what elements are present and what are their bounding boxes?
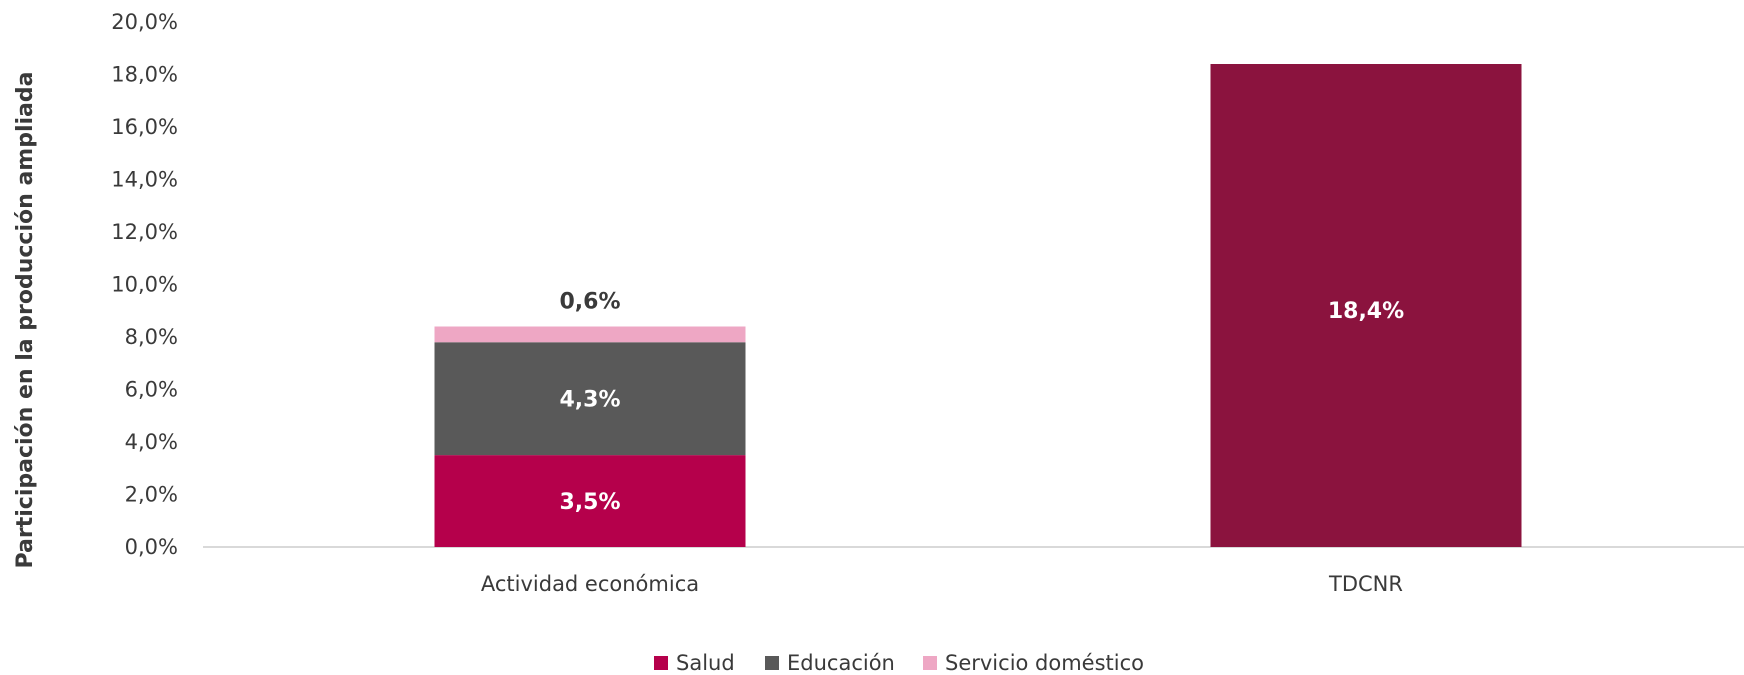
data-label: 0,6%: [559, 290, 620, 315]
y-tick-label: 20,0%: [111, 10, 178, 34]
y-tick-label: 0,0%: [125, 535, 178, 559]
legend: Salud Educación Servicio doméstico: [654, 651, 1144, 675]
y-tick-label: 10,0%: [111, 273, 178, 297]
x-category-label: TDCNR: [1328, 572, 1403, 596]
y-tick-label: 6,0%: [125, 378, 178, 402]
data-labels: 3,5% 4,3% 0,6% 18,4%: [559, 290, 1404, 516]
y-tick-label: 16,0%: [111, 115, 178, 139]
bar-servicio-doméstico: [434, 326, 746, 343]
legend-label: Salud: [676, 651, 735, 675]
bar-salud: [434, 455, 746, 547]
category-labels: Actividad económica TDCNR: [481, 572, 1403, 596]
data-label: 18,4%: [1328, 299, 1404, 324]
bar-tdcnr: [1210, 64, 1522, 547]
bar-educación: [434, 342, 746, 456]
y-tick-label: 8,0%: [125, 325, 178, 349]
data-label: 3,5%: [559, 490, 620, 515]
y-tick-label: 12,0%: [111, 220, 178, 244]
y-tick-label: 14,0%: [111, 168, 178, 192]
data-label: 4,3%: [559, 388, 620, 413]
legend-label: Servicio doméstico: [945, 651, 1144, 675]
bars: [434, 64, 1522, 547]
x-category-label: Actividad económica: [481, 572, 699, 596]
y-tick-label: 2,0%: [125, 483, 178, 507]
legend-swatch: [765, 656, 779, 670]
y-tick-label: 18,0%: [111, 63, 178, 87]
legend-label: Educación: [787, 651, 895, 675]
y-axis-label: Participación en la producción ampliada: [13, 72, 38, 569]
y-axis-title: Participación en la producción ampliada: [13, 72, 38, 569]
y-tick-label: 4,0%: [125, 430, 178, 454]
y-axis-ticks: 0,0% 2,0% 4,0% 6,0% 8,0% 10,0% 12,0% 14,0% 16,0%…: [111, 10, 178, 559]
legend-swatch: [654, 656, 668, 670]
legend-swatch: [923, 656, 937, 670]
